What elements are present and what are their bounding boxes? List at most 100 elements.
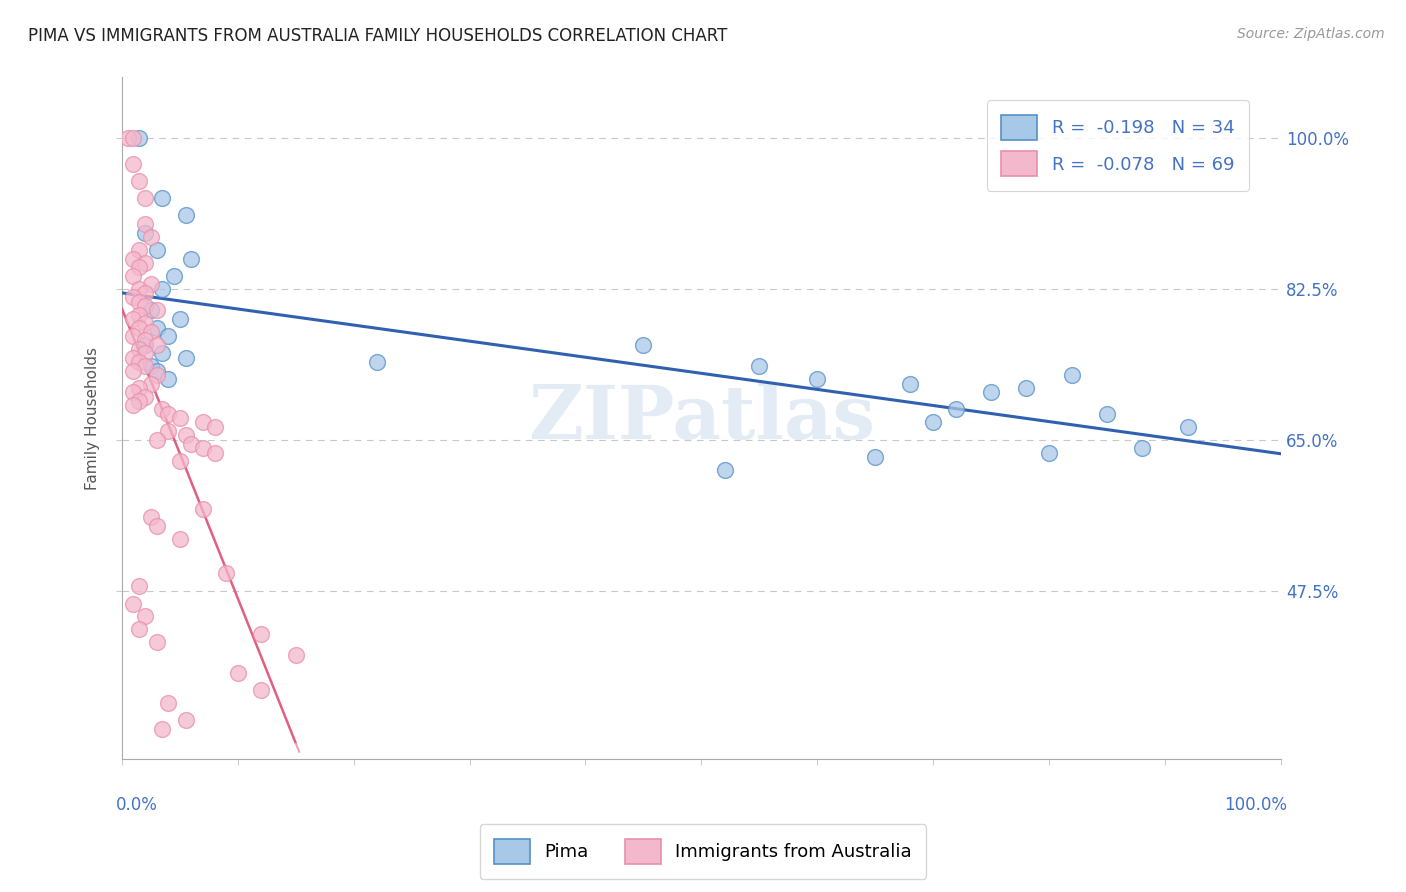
- Point: [128, 381, 150, 395]
- Point: [128, 282, 150, 296]
- Point: [180, 437, 202, 451]
- Point: [898, 376, 921, 391]
- Point: [122, 329, 145, 343]
- Point: [145, 320, 167, 334]
- Point: [122, 398, 145, 412]
- Point: [157, 424, 180, 438]
- Point: [174, 209, 197, 223]
- Point: [122, 268, 145, 283]
- Point: [174, 713, 197, 727]
- Legend: Pima, Immigrants from Australia: Pima, Immigrants from Australia: [479, 824, 927, 879]
- Point: [250, 682, 273, 697]
- Point: [157, 696, 180, 710]
- Point: [128, 342, 150, 356]
- Point: [117, 130, 139, 145]
- Point: [134, 226, 156, 240]
- Point: [122, 157, 145, 171]
- Point: [945, 402, 967, 417]
- Point: [284, 648, 307, 663]
- Point: [174, 428, 197, 442]
- Point: [713, 463, 735, 477]
- Point: [128, 393, 150, 408]
- Point: [139, 277, 162, 292]
- Point: [128, 355, 150, 369]
- Point: [128, 623, 150, 637]
- Point: [250, 626, 273, 640]
- Point: [122, 364, 145, 378]
- Point: [145, 368, 167, 382]
- Point: [366, 355, 388, 369]
- Point: [134, 346, 156, 360]
- Point: [134, 191, 156, 205]
- Point: [139, 230, 162, 244]
- Point: [139, 325, 162, 339]
- Point: [134, 286, 156, 301]
- Point: [128, 579, 150, 593]
- Point: [1015, 381, 1038, 395]
- Y-axis label: Family Households: Family Households: [86, 347, 100, 490]
- Point: [174, 351, 197, 365]
- Point: [1038, 445, 1060, 459]
- Point: [152, 402, 174, 417]
- Point: [152, 346, 174, 360]
- Point: [1062, 368, 1084, 382]
- Point: [204, 419, 226, 434]
- Point: [1095, 407, 1118, 421]
- Point: [806, 372, 828, 386]
- Point: [122, 312, 145, 326]
- Point: [128, 260, 150, 275]
- Point: [980, 385, 1002, 400]
- Point: [128, 174, 150, 188]
- Point: [152, 282, 174, 296]
- Point: [145, 243, 167, 257]
- Point: [169, 312, 191, 326]
- Point: [134, 334, 156, 348]
- Point: [865, 450, 887, 464]
- Point: [157, 329, 180, 343]
- Point: [134, 359, 156, 374]
- Point: [163, 268, 186, 283]
- Point: [128, 308, 150, 322]
- Point: [215, 566, 238, 581]
- Point: [122, 351, 145, 365]
- Point: [139, 303, 162, 318]
- Point: [145, 635, 167, 649]
- Text: Source: ZipAtlas.com: Source: ZipAtlas.com: [1237, 27, 1385, 41]
- Point: [122, 597, 145, 611]
- Point: [122, 252, 145, 266]
- Text: 100.0%: 100.0%: [1223, 797, 1286, 814]
- Point: [145, 519, 167, 533]
- Point: [139, 376, 162, 391]
- Legend: R =  -0.198   N = 34, R =  -0.078   N = 69: R = -0.198 N = 34, R = -0.078 N = 69: [987, 100, 1249, 191]
- Point: [145, 338, 167, 352]
- Point: [128, 130, 150, 145]
- Point: [134, 299, 156, 313]
- Point: [1130, 442, 1153, 456]
- Point: [748, 359, 770, 374]
- Point: [204, 445, 226, 459]
- Point: [191, 442, 214, 456]
- Point: [134, 390, 156, 404]
- Point: [157, 407, 180, 421]
- Point: [122, 385, 145, 400]
- Point: [139, 359, 162, 374]
- Point: [226, 665, 249, 680]
- Point: [169, 411, 191, 425]
- Point: [134, 338, 156, 352]
- Point: [191, 501, 214, 516]
- Point: [191, 416, 214, 430]
- Point: [128, 294, 150, 309]
- Point: [134, 316, 156, 330]
- Point: [139, 510, 162, 524]
- Point: [157, 372, 180, 386]
- Point: [134, 256, 156, 270]
- Point: [134, 609, 156, 624]
- Point: [169, 454, 191, 468]
- Point: [145, 433, 167, 447]
- Point: [145, 303, 167, 318]
- Point: [122, 290, 145, 304]
- Point: [134, 217, 156, 231]
- Point: [128, 320, 150, 334]
- Point: [1177, 419, 1199, 434]
- Point: [145, 364, 167, 378]
